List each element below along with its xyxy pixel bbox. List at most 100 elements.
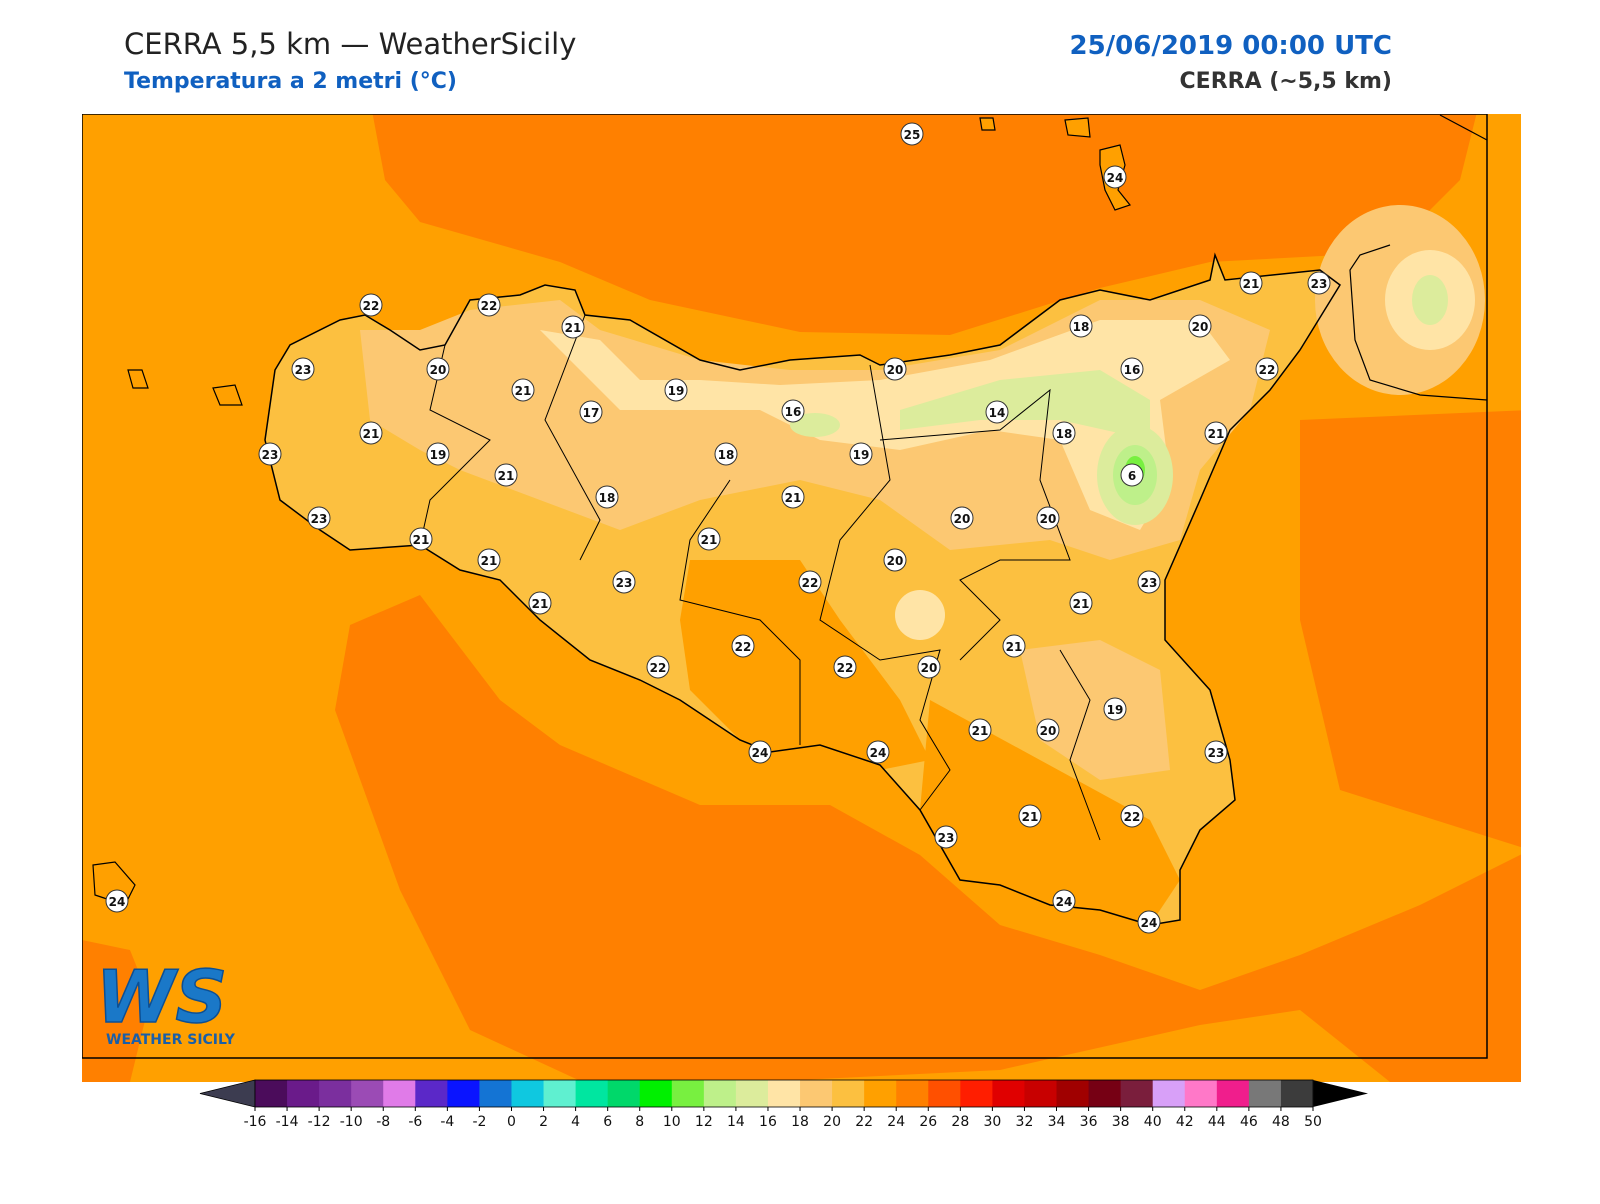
colorbar-segment — [1280, 1080, 1314, 1107]
station-marker — [883, 548, 907, 572]
station-marker — [748, 740, 772, 764]
station-value: 16 — [785, 405, 802, 419]
colorbar-segment — [1120, 1080, 1154, 1107]
station-value: 23 — [1311, 277, 1328, 291]
station-marker — [664, 378, 688, 402]
station-marker — [1052, 889, 1076, 913]
colorbar-segment — [735, 1080, 769, 1107]
station-value: 21 — [363, 427, 380, 441]
colorbar-segment — [1184, 1080, 1218, 1107]
station-marker — [714, 442, 738, 466]
colorbar-tick-label: 28 — [951, 1114, 969, 1130]
station-value: 16 — [1124, 363, 1141, 377]
colorbar-tick-label: 2 — [539, 1114, 548, 1130]
logo-mark: WS — [96, 955, 227, 1039]
island — [92, 117, 1132, 906]
station-value: 23 — [1208, 746, 1225, 760]
station-value: 18 — [1073, 320, 1090, 334]
station-marker — [579, 400, 603, 424]
station-value: 22 — [481, 299, 498, 313]
station-value: 20 — [430, 363, 447, 377]
colorbar-segment — [543, 1080, 577, 1107]
colorbar-frame — [254, 1079, 1314, 1108]
station-value: 20 — [887, 554, 904, 568]
colorbar-segment — [703, 1080, 737, 1107]
colorbar-segment — [767, 1080, 801, 1107]
station-value: 20 — [921, 661, 938, 675]
station-marker — [798, 570, 822, 594]
station-marker — [595, 485, 619, 509]
station-marker — [866, 740, 890, 764]
station-value: 21 — [972, 724, 989, 738]
station-marker — [1069, 591, 1093, 615]
station-marker — [1018, 804, 1042, 828]
station-value: 21 — [515, 384, 532, 398]
station-marker — [105, 889, 129, 913]
station-marker — [1052, 421, 1076, 445]
colorbar-segment — [1056, 1080, 1090, 1107]
station-marker — [612, 570, 636, 594]
contour — [540, 320, 1230, 530]
colorbar-tick-label: -8 — [376, 1114, 390, 1130]
map-frame — [82, 114, 1488, 1059]
colorbar-segment — [287, 1080, 320, 1107]
colorbar-segment — [1088, 1080, 1122, 1107]
station-marker — [917, 655, 941, 679]
contour — [790, 413, 840, 437]
station-value: 21 — [481, 554, 498, 568]
colorbar-segment — [607, 1080, 641, 1107]
colorbar-segment — [1248, 1080, 1282, 1107]
colorbar: -16 -14 -12 -10 -8 -6 -4 -2 0 2 4 6 8 10 12 14 16 18 20 22 2… — [199, 1079, 1368, 1130]
station-value: 21 — [1006, 640, 1023, 654]
station-value: 14 — [989, 406, 1006, 420]
station-value: 24 — [1141, 916, 1158, 930]
colorbar-tick-label: -12 — [308, 1114, 331, 1130]
colorbar-tick-label: -2 — [472, 1114, 486, 1130]
station-marker — [985, 400, 1009, 424]
station-marker — [409, 527, 433, 551]
station-marker — [1036, 506, 1060, 530]
colorbar-tick-label: 4 — [571, 1114, 580, 1130]
station-value: 20 — [1040, 724, 1057, 738]
station-value: 21 — [1243, 277, 1260, 291]
contour — [895, 590, 945, 640]
station-value: 21 — [785, 491, 802, 505]
colorbar-segment — [1216, 1080, 1250, 1107]
colorbar-tick-label: -4 — [440, 1114, 454, 1130]
station-marker — [1137, 570, 1161, 594]
station-marker — [731, 634, 755, 658]
station-marker — [426, 442, 450, 466]
map-field — [82, 114, 1521, 1082]
colorbar-segment — [511, 1080, 545, 1107]
station-value: 6 — [1128, 469, 1136, 483]
station-value: 21 — [1208, 427, 1225, 441]
colorbar-segment — [1024, 1080, 1058, 1107]
station-marker — [561, 315, 585, 339]
station-value: 21 — [413, 533, 430, 547]
station-value: 24 — [1056, 895, 1073, 909]
station-value: 23 — [311, 512, 328, 526]
station-marker — [900, 122, 924, 146]
contour — [1020, 640, 1170, 780]
station-value: 19 — [668, 384, 685, 398]
colorbar-segment — [575, 1080, 609, 1107]
station-value: 22 — [1124, 810, 1141, 824]
colorbar-tick-label: 50 — [1304, 1114, 1322, 1130]
colorbar-tick-label: -14 — [276, 1114, 299, 1130]
station-value: 22 — [735, 640, 752, 654]
contour — [82, 940, 150, 1082]
station-marker — [833, 655, 857, 679]
colorbar-segment — [383, 1080, 416, 1107]
title: CERRA 5,5 km — WeatherSicily — [124, 27, 576, 61]
station-value: 22 — [837, 661, 854, 675]
colorbar-tick-label: 18 — [791, 1114, 809, 1130]
station-value: 22 — [650, 661, 667, 675]
colorbar-segment — [415, 1080, 448, 1107]
contour — [1300, 410, 1521, 848]
station-value: 24 — [109, 895, 126, 909]
station-marker — [646, 655, 670, 679]
subtitle: Temperatura a 2 metri (°C) — [124, 69, 457, 94]
station-value: 23 — [295, 363, 312, 377]
station-marker — [291, 357, 315, 381]
station-marker — [477, 293, 501, 317]
